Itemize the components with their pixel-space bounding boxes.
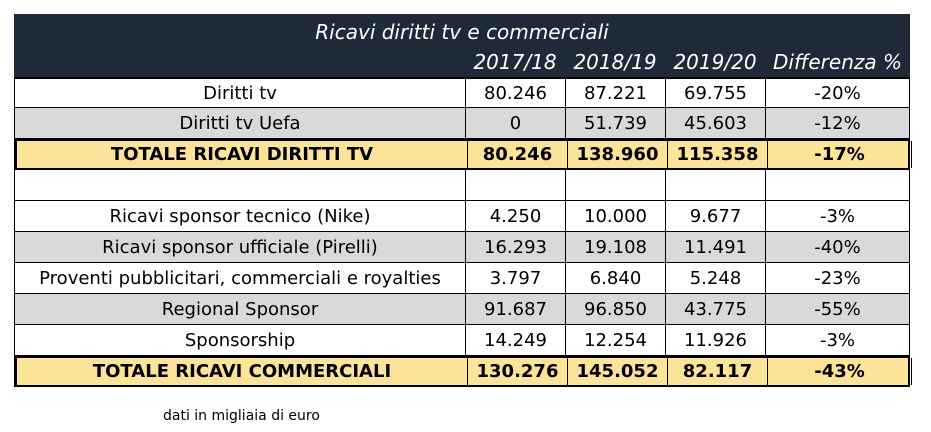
- row-value: 4.250: [465, 201, 565, 231]
- row-value: 11.491: [665, 232, 765, 262]
- row-value: [665, 170, 765, 200]
- row-value: 9.677: [665, 201, 765, 231]
- footnote: dati in migliaia di euro: [163, 408, 320, 424]
- row-value: -17%: [767, 141, 912, 168]
- row-value: 115.358: [667, 141, 767, 168]
- table-row: [14, 170, 910, 201]
- row-value: 80.246: [465, 79, 565, 107]
- header-2019-20: 2019/20: [673, 50, 757, 74]
- table-body: Diritti tv 80.246 87.221 69.755 -20% Diritti …: [14, 77, 912, 387]
- table-row: Sponsorship 14.249 12.254 11.926 -3%: [14, 325, 910, 356]
- row-value: 130.276: [467, 358, 567, 385]
- header-2017-18: 2017/18: [473, 50, 557, 74]
- row-value: 45.603: [665, 108, 765, 138]
- row-value: -12%: [765, 108, 910, 138]
- row-value: -20%: [765, 79, 910, 107]
- table-row: Proventi pubblicitari, commerciali e roy…: [14, 263, 910, 294]
- row-label: Ricavi sponsor tecnico (Nike): [14, 201, 465, 231]
- row-value: [765, 170, 910, 200]
- row-value: 87.221: [565, 79, 665, 107]
- row-value: 10.000: [565, 201, 665, 231]
- header-differenza: Differenza %: [772, 50, 902, 74]
- total-row: TOTALE RICAVI COMMERCIALI 130.276 145.052 8…: [14, 356, 912, 387]
- row-label: Ricavi sponsor ufficiale (Pirelli): [14, 232, 465, 262]
- row-value: -3%: [765, 325, 910, 355]
- table-row: Ricavi sponsor ufficiale (Pirelli) 16.293…: [14, 232, 910, 263]
- row-value: -40%: [765, 232, 910, 262]
- table-row: Ricavi sponsor tecnico (Nike) 4.250 10.000…: [14, 201, 910, 232]
- table-title: Ricavi diritti tv e commerciali: [315, 20, 609, 44]
- row-value: -23%: [765, 263, 910, 293]
- total-row: TOTALE RICAVI DIRITTI TV 80.246 138.960 115…: [14, 139, 912, 170]
- table-header: Ricavi diritti tv e commerciali 2017/18 …: [14, 14, 910, 77]
- row-value: 3.797: [465, 263, 565, 293]
- table-row: Regional Sponsor 91.687 96.850 43.775 -55%: [14, 294, 910, 325]
- row-value: 16.293: [465, 232, 565, 262]
- row-value: 11.926: [665, 325, 765, 355]
- row-value: 91.687: [465, 294, 565, 324]
- row-label: TOTALE RICAVI DIRITTI TV: [16, 141, 467, 168]
- row-value: -3%: [765, 201, 910, 231]
- row-value: 0: [465, 108, 565, 138]
- row-value: [465, 170, 565, 200]
- row-label: Diritti tv: [14, 79, 465, 107]
- row-label: Diritti tv Uefa: [14, 108, 465, 138]
- row-value: -43%: [767, 358, 912, 385]
- row-label: [14, 170, 465, 200]
- table-row: Diritti tv Uefa 0 51.739 45.603 -12%: [14, 108, 910, 139]
- row-value: 96.850: [565, 294, 665, 324]
- row-value: 43.775: [665, 294, 765, 324]
- row-value: 80.246: [467, 141, 567, 168]
- row-label: Regional Sponsor: [14, 294, 465, 324]
- row-value: [565, 170, 665, 200]
- row-value: 12.254: [565, 325, 665, 355]
- row-label: TOTALE RICAVI COMMERCIALI: [16, 358, 467, 385]
- row-value: 51.739: [565, 108, 665, 138]
- row-label: Proventi pubblicitari, commerciali e roy…: [14, 263, 465, 293]
- table-row: Diritti tv 80.246 87.221 69.755 -20%: [14, 77, 910, 108]
- row-value: -55%: [765, 294, 910, 324]
- row-label: Sponsorship: [14, 325, 465, 355]
- row-value: 14.249: [465, 325, 565, 355]
- row-value: 138.960: [567, 141, 667, 168]
- header-2018-19: 2018/19: [573, 50, 657, 74]
- row-value: 19.108: [565, 232, 665, 262]
- row-value: 69.755: [665, 79, 765, 107]
- row-value: 82.117: [667, 358, 767, 385]
- row-value: 6.840: [565, 263, 665, 293]
- revenue-table: Ricavi diritti tv e commerciali 2017/18 …: [14, 14, 912, 387]
- row-value: 145.052: [567, 358, 667, 385]
- row-value: 5.248: [665, 263, 765, 293]
